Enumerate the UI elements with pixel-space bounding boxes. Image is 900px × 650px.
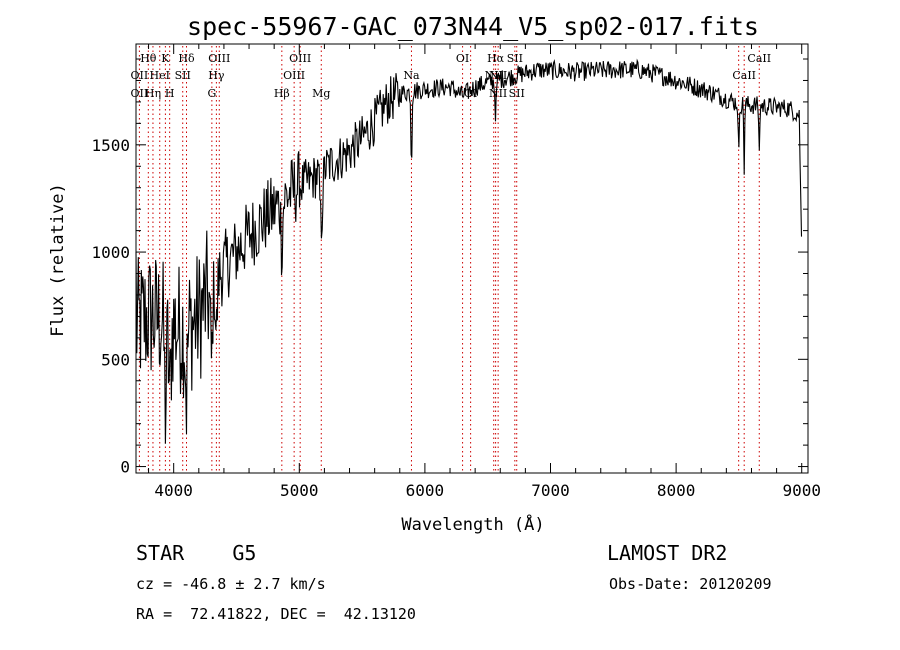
- chart-title: spec-55967-GAC_073N44_V5_sp02-017.fits: [187, 12, 759, 41]
- line-marker-label: H: [165, 87, 175, 100]
- line-marker-label: Hθ: [140, 52, 157, 65]
- line-marker-label: HeI: [150, 69, 170, 82]
- line-marker-label: OI: [464, 87, 477, 100]
- y-tick-label: 0: [120, 458, 130, 477]
- x-tick-label: 4000: [154, 481, 193, 500]
- line-marker-label: NII: [485, 69, 503, 82]
- line-marker-label: Hδ: [178, 52, 195, 65]
- line-marker-label: Hη: [145, 87, 161, 100]
- line-marker-label: CaII: [747, 52, 771, 65]
- spectrum-line: [135, 58, 803, 444]
- line-marker-label: Hα: [487, 52, 505, 65]
- line-marker-label: Na: [403, 69, 420, 82]
- line-marker-label: OIII: [283, 69, 305, 82]
- line-marker-label: OI: [456, 52, 469, 65]
- line-marker-label: NII: [489, 69, 507, 82]
- x-tick-label: 5000: [280, 481, 319, 500]
- object-class: STAR G5: [136, 541, 257, 565]
- x-tick-label: 9000: [782, 481, 821, 500]
- line-marker-label: CaII: [732, 69, 756, 82]
- plot-frame: [135, 43, 809, 474]
- line-marker-label: SII: [175, 69, 191, 82]
- x-axis-label: Wavelength (Å): [401, 513, 544, 535]
- line-marker-label: SII: [507, 52, 523, 65]
- line-marker-label: SII: [509, 87, 525, 100]
- line-marker-label: G: [207, 87, 216, 100]
- redshift-readout: cz = -46.8 ± 2.7 km/s: [136, 575, 326, 593]
- line-marker-label: Mg: [312, 87, 330, 100]
- line-marker-label: Hβ: [274, 87, 290, 100]
- line-marker-label: OII: [131, 69, 149, 82]
- line-marker-label: OIII: [208, 52, 230, 65]
- y-tick-label: 500: [101, 350, 130, 369]
- line-marker-label: Hγ: [208, 69, 225, 82]
- x-tick-label: 7000: [531, 481, 570, 500]
- line-marker-label: OIII: [289, 52, 311, 65]
- y-tick-label: 1000: [91, 243, 130, 262]
- y-tick-label: 1500: [91, 136, 130, 155]
- line-marker-label: NII: [489, 87, 507, 100]
- x-tick-label: 8000: [657, 481, 696, 500]
- line-marker-label: OII: [131, 87, 149, 100]
- survey-name: LAMOST DR2: [607, 541, 728, 565]
- y-axis-label: Flux (relative): [48, 183, 68, 337]
- x-tick-label: 6000: [406, 481, 445, 500]
- line-marker-label: K: [161, 52, 170, 65]
- coordinates-readout: RA = 72.41822, DEC = 42.13120: [136, 605, 416, 623]
- observation-date: Obs-Date: 20120209: [609, 575, 772, 593]
